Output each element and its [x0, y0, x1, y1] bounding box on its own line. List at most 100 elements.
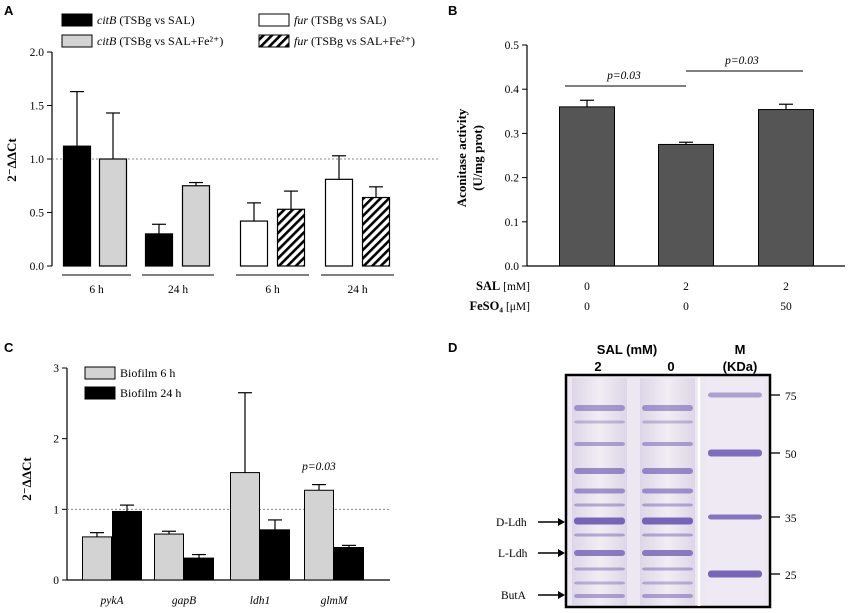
legend-condition: (TSBg vs SAL+Fe²⁺) [116, 34, 223, 48]
panel-b-ylabel-line1: Aconitase activity [454, 108, 469, 207]
bar [260, 529, 290, 581]
protein-band [642, 517, 693, 525]
group-label: 6 h [89, 284, 104, 296]
gel-marker-lane [706, 378, 764, 605]
protein-band [642, 567, 693, 571]
y-tick-label: 0.5 [505, 40, 520, 52]
y-tick-label: 0.0 [505, 261, 520, 273]
gel-header-m: M [735, 342, 746, 357]
panel-b-significance: p=0.03 p=0.03 [565, 55, 803, 87]
x-category-label: glmM [321, 595, 349, 607]
gel-band-label-d-ldh: D-Ldh [496, 517, 565, 529]
panel-b-conditions: SAL [mM] 0 2 2 FeSO₄ [μM] 0 0 50 [469, 279, 792, 313]
protein-band [574, 488, 625, 494]
panel-b-bars [559, 99, 814, 267]
legend-swatch-citb-sal [61, 13, 93, 27]
bar [112, 510, 142, 581]
p-value-annotation: p=0.03 [724, 55, 759, 67]
y-tick-label: 2 [53, 434, 59, 446]
protein-band [574, 550, 625, 556]
legend-gene: fur [294, 34, 308, 48]
bar [98, 158, 128, 267]
panel-a-ylabel: 2⁻ΔΔCt [4, 138, 19, 182]
y-tick-label: 0.2 [505, 173, 520, 185]
condition-value: 2 [783, 281, 789, 293]
marker-band [708, 570, 762, 578]
panel-letter-b: B [448, 3, 457, 18]
bar [184, 557, 214, 581]
condition-unit: [mM] [500, 281, 530, 293]
legend-item-citb-salfe: citB (TSBg vs SAL+Fe²⁺) [97, 34, 223, 48]
panel-a-bars [62, 90, 391, 267]
protein-band [642, 581, 693, 585]
panel-a-legend: citB (TSBg vs SAL) citB (TSBg vs SAL+Fe²… [61, 13, 415, 48]
group-label: 24 h [168, 284, 188, 296]
panel-d-gel: SAL (mM) 2 0 M (KDa) 75 50 35 25 D-Ldh L-Ld… [496, 342, 797, 609]
legend-gene: fur [294, 13, 308, 27]
legend-swatch-fur-salfe [258, 34, 290, 48]
legend-condition: (TSBg vs SAL+Fe²⁺) [308, 34, 415, 48]
legend-swatch-fur-sal [258, 13, 290, 27]
condition-name: SAL [476, 279, 500, 293]
legend-biofilm-6h: Biofilm 6 h [120, 366, 175, 380]
bar [334, 546, 364, 581]
legend-swatch-biofilm-6h [84, 366, 116, 380]
condition-unit: [μM] [503, 301, 530, 313]
legend-gene: citB [97, 34, 117, 48]
bar [324, 178, 354, 267]
gel-header-sal: SAL (mM) [597, 342, 657, 357]
p-value-annotation: p=0.03 [606, 70, 641, 82]
arrow-icon [558, 591, 565, 599]
y-tick-label: 1.5 [30, 101, 45, 113]
marker-label: 35 [785, 513, 797, 525]
y-tick-label: 2.0 [30, 47, 45, 59]
panel-a-group-labels: 6 h 24 h 6 h 24 h [62, 274, 394, 296]
arrow-icon [558, 549, 565, 557]
gel-marker-labels: 75 50 35 25 [770, 391, 797, 582]
bar [154, 533, 184, 581]
bar [658, 143, 714, 267]
panel-b-ylabel-line2: (U/mg prot) [470, 125, 485, 191]
y-tick-label: 0.0 [30, 261, 45, 273]
bar [559, 106, 615, 267]
protein-band [574, 468, 625, 474]
y-tick-label: 0.5 [30, 208, 45, 220]
bar [239, 220, 269, 267]
legend-item-fur-sal: fur (TSBg vs SAL) [294, 13, 386, 27]
legend-biofilm-24h: Biofilm 24 h [120, 386, 181, 400]
arrow-icon [558, 518, 565, 526]
bar [181, 185, 211, 267]
y-tick-label: 3 [53, 363, 59, 375]
marker-band [708, 514, 762, 520]
legend-item-citb-sal: citB (TSBg vs SAL) [97, 13, 195, 27]
panel-c-chart: Biofilm 6 h Biofilm 24 h 2⁻ΔΔCt 0 1 2 3 pykA… [19, 363, 390, 607]
bar [230, 472, 260, 581]
x-category-label: gapB [172, 595, 196, 607]
panel-letter-d: D [448, 340, 457, 355]
protein-band [574, 503, 625, 507]
protein-band [574, 442, 625, 446]
x-category-label: ldh1 [250, 595, 270, 607]
protein-band [642, 442, 693, 446]
condition-name: FeSO₄ [469, 299, 503, 313]
panel-c-bars [82, 392, 364, 581]
bar [62, 145, 92, 267]
group-label: 24 h [347, 284, 367, 296]
x-category-label: pykA [100, 595, 125, 607]
protein-band [642, 488, 693, 494]
panel-c-ylabel: 2⁻ΔΔCt [19, 457, 34, 501]
protein-band [642, 503, 693, 507]
marker-band [708, 449, 762, 457]
bar [758, 109, 814, 267]
marker-band [708, 392, 762, 398]
panel-letter-a: A [4, 3, 14, 18]
y-tick-label: 0.4 [505, 84, 520, 96]
legend-condition: (TSBg vs SAL) [308, 13, 386, 27]
protein-band [574, 420, 625, 424]
band-label: L-Ldh [498, 548, 528, 560]
marker-label: 50 [785, 449, 797, 461]
y-tick-label: 0 [53, 575, 59, 587]
panel-a-chart: citB (TSBg vs SAL) citB (TSBg vs SAL+Fe²… [4, 13, 440, 296]
condition-label: FeSO₄ [μM] [469, 299, 530, 313]
